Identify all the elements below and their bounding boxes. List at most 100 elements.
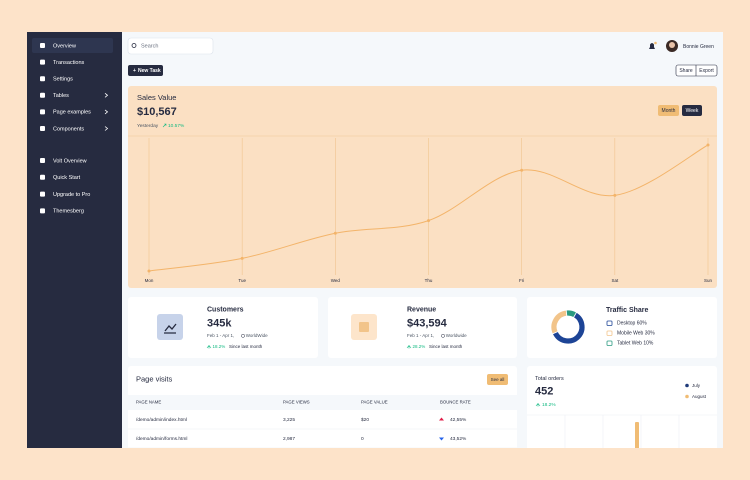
table-cell: 42,55%: [450, 417, 467, 423]
stat-change: 28.2%: [413, 344, 426, 349]
stat-period: Feb 1 - Apr 1,: [407, 333, 434, 338]
share-button[interactable]: Share: [679, 68, 693, 74]
export-button[interactable]: Export: [699, 68, 714, 74]
x-tick-label: Wed: [331, 278, 341, 283]
legend-value: 60%: [637, 321, 648, 327]
nav-icon: [40, 191, 45, 197]
nav-icon: [40, 43, 45, 48]
page-visits-table: PAGE NAME PAGE VIEWS PAGE VALUE BOUNCE RATE…: [128, 400, 517, 448]
nav-item[interactable]: Themesberg: [53, 209, 84, 215]
data-point: [427, 219, 430, 223]
x-tick-label: Thu: [425, 278, 433, 283]
data-point: [333, 231, 337, 235]
week-button[interactable]: [682, 105, 702, 116]
period: Feb 1 - Apr 1,: [407, 333, 434, 338]
nav-item[interactable]: Tables: [53, 93, 69, 99]
x-tick-label: Sun: [704, 278, 713, 283]
notification-dot: [654, 41, 657, 45]
bell-icon[interactable]: [649, 43, 655, 49]
chevron: [104, 109, 109, 115]
new-task-button[interactable]: [128, 65, 163, 76]
legend-value: 30%: [645, 331, 656, 337]
see-all-button[interactable]: [487, 374, 508, 385]
legend-label: July: [692, 383, 701, 388]
legend-icon: [606, 330, 613, 336]
total-orders-value: 452: [535, 385, 553, 397]
data-point: [147, 269, 151, 273]
chevron: [104, 92, 109, 98]
nav-icon: [40, 76, 45, 82]
stat-value: 345k: [207, 317, 232, 329]
avatar-face: [669, 42, 675, 48]
month-button[interactable]: [658, 105, 679, 116]
column-header: PAGE NAME: [136, 400, 161, 405]
nav-item[interactable]: Overview: [53, 43, 76, 49]
stat-note: Since last month: [229, 344, 263, 349]
table-cell: 3,225: [283, 417, 295, 423]
total-orders-title: Total orders: [535, 376, 564, 382]
table-cell: /demo/admin/forms.html: [136, 436, 187, 442]
legend-dot: [685, 394, 689, 399]
legend-icon: [606, 320, 613, 326]
active-item-bg: [32, 38, 113, 53]
month-label[interactable]: Month: [662, 108, 676, 114]
week-label[interactable]: Week: [686, 108, 699, 114]
user-name[interactable]: Bonnie Green: [683, 44, 714, 50]
sidebar: [27, 32, 122, 448]
legend-label: Tablet Web: [617, 341, 642, 347]
table-header: [128, 395, 517, 410]
customers-card: [128, 297, 318, 358]
legend-entry: Desktop 60%: [617, 321, 647, 327]
see-all-label[interactable]: See all: [491, 377, 505, 382]
new-task-label[interactable]: New Task: [138, 68, 161, 74]
search-box[interactable]: [127, 37, 214, 55]
table-cell: 2,987: [283, 436, 295, 442]
period: Feb 1 - Apr 1,: [207, 333, 234, 338]
column-header: BOUNCE RATE: [440, 400, 471, 405]
donut-segment: [565, 309, 578, 319]
nav-icon: [40, 158, 45, 163]
page-visits-title: Page visits: [136, 374, 173, 383]
data-point: [706, 143, 710, 147]
column-header: PAGE VIEWS: [283, 400, 310, 405]
sales-title: Sales Value: [137, 93, 176, 102]
globe-icon: [441, 333, 445, 338]
cash-icon: [359, 322, 369, 332]
column-header: PAGE VALUE: [361, 400, 388, 405]
plus-icon: +: [133, 68, 136, 74]
x-tick-label: Tue: [238, 278, 246, 283]
bar-partial: [635, 422, 639, 448]
traffic-title: Traffic Share: [606, 307, 649, 314]
table-cell: 0: [361, 436, 364, 442]
legend-icon: [606, 340, 613, 346]
sales-period: Yesterday: [137, 123, 159, 129]
sales-value: $10,567: [137, 106, 177, 118]
stat-value: $43,594: [407, 317, 448, 329]
search-icon: [131, 43, 137, 48]
x-tick-label: Fri: [519, 278, 524, 283]
chart-icon: [164, 323, 177, 334]
nav-icon: [40, 174, 45, 180]
nav-icon: [40, 208, 45, 214]
nav-item[interactable]: Settings: [53, 76, 73, 82]
nav-item[interactable]: Page examples: [53, 110, 91, 116]
nav-item[interactable]: Upgrade to Pro: [53, 192, 90, 198]
nav-item[interactable]: Volt Overview: [53, 158, 87, 164]
legend-label: Mobile Web: [617, 331, 644, 337]
nav-item[interactable]: Components: [53, 126, 84, 132]
up-arrow: [206, 345, 212, 349]
arrow-up: [439, 417, 444, 421]
share-export-group: [675, 64, 718, 77]
up-arrow: [535, 403, 541, 407]
sales-chart: Mon Tue Wed Thu Fri Sat Sun: [145, 138, 713, 283]
nav-item[interactable]: Transactions: [53, 60, 85, 66]
sales-change: 10.57%: [168, 123, 185, 129]
region: Worldwide: [446, 333, 467, 338]
data-point: [613, 193, 617, 197]
total-orders-change: 18.2%: [542, 402, 556, 408]
nav-item[interactable]: Quick Start: [53, 175, 81, 181]
data-point: [520, 168, 524, 172]
region: WorldWide: [246, 333, 268, 338]
stat-title: Revenue: [407, 306, 436, 313]
